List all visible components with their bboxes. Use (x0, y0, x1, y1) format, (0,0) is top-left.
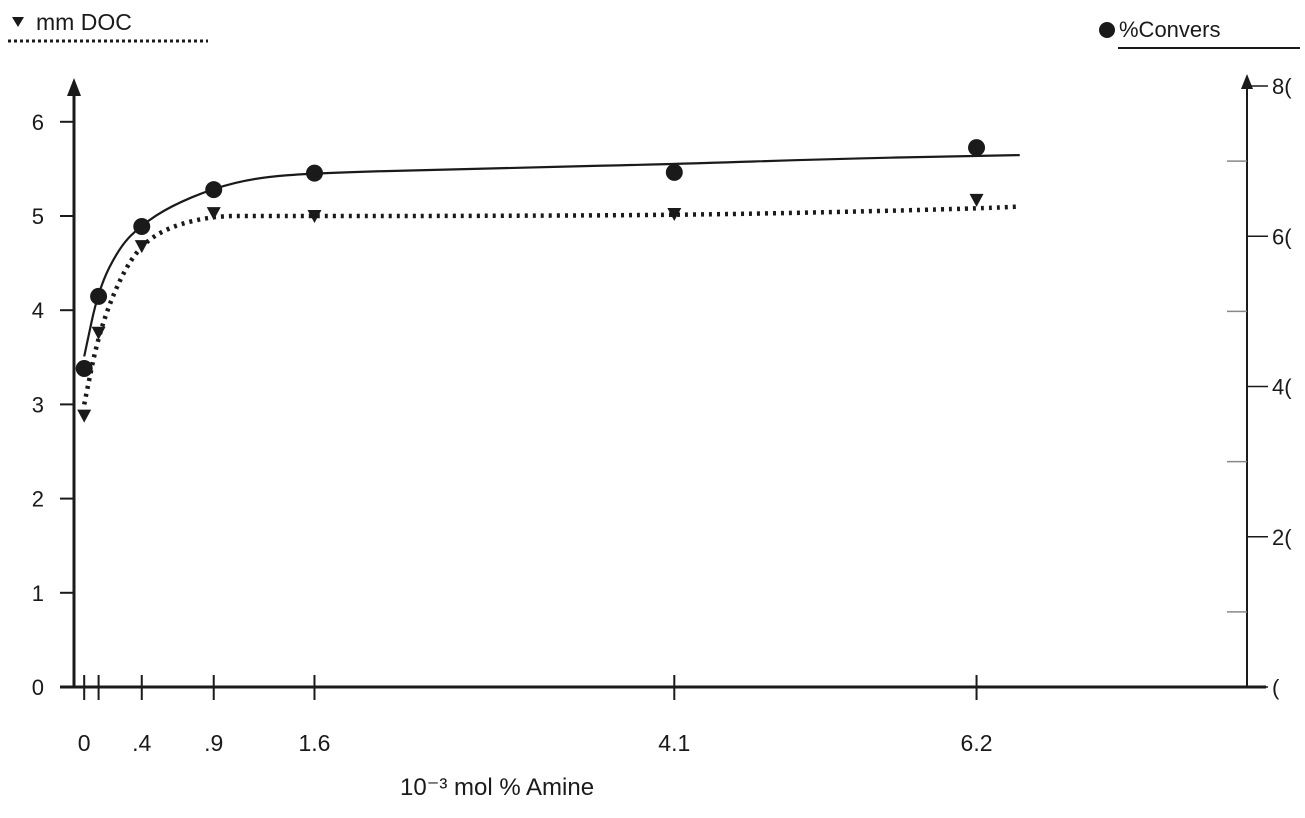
doc-point-triangle (969, 193, 984, 207)
x-axis-ticks: 0 .4 .9 1.6 4.1 6.2 (78, 675, 993, 756)
left-axis-header: mm DOC (8, 9, 208, 43)
left-axis-ticks: 0 1 2 3 4 5 6 (32, 110, 74, 700)
x-tick-label: 4.1 (658, 730, 690, 756)
conversion-markers (75, 139, 986, 377)
x-tick-label: .9 (204, 730, 223, 756)
doc-point-triangle (134, 240, 149, 254)
right-axis-header: %Convers (1099, 17, 1300, 49)
doc-fitted-curve (81, 204, 1020, 405)
x-tick-label: 6.2 (961, 730, 993, 756)
conversion-point-circle (305, 164, 323, 182)
right-tick-label: ( (1272, 675, 1280, 700)
left-tick-label: 3 (32, 392, 44, 417)
doc-point-triangle (206, 207, 221, 221)
doc-point-triangle (91, 326, 106, 340)
left-y-axis-arrow (67, 78, 81, 96)
circle-legend-icon (1099, 22, 1115, 38)
x-tick-label: 0 (78, 730, 91, 756)
conversion-point-circle (133, 217, 151, 235)
right-tick-label: 2( (1272, 525, 1292, 550)
left-tick-label: 2 (32, 487, 44, 512)
doc-point-triangle (667, 208, 682, 222)
conversion-point-circle (90, 287, 108, 305)
conversion-fitted-curve (83, 154, 1020, 357)
right-tick-label: 8( (1272, 74, 1292, 99)
conversion-point-circle (75, 359, 93, 377)
conversion-point-circle (968, 139, 986, 157)
left-axis-label: mm DOC (36, 9, 132, 35)
doc-point-triangle (77, 409, 92, 423)
doc-point-triangle (307, 209, 322, 223)
conversion-point-circle (205, 181, 223, 199)
conversion-point-circle (665, 163, 683, 181)
right-axis-label: %Convers (1119, 17, 1220, 42)
doc-markers (77, 193, 984, 423)
left-tick-label: 4 (32, 298, 44, 323)
x-tick-label: .4 (132, 730, 151, 756)
x-axis-label: 10⁻³ mol % Amine (400, 774, 594, 801)
right-tick-label: 4( (1272, 375, 1292, 400)
right-tick-label: 6( (1272, 224, 1292, 249)
left-tick-label: 1 (32, 581, 44, 606)
right-axis-ticks: (2( 4( 6( 8( (1227, 74, 1292, 700)
triangle-down-legend-icon (12, 17, 24, 27)
x-tick-label: 1.6 (298, 730, 330, 756)
left-tick-label: 5 (32, 204, 44, 229)
axes (60, 74, 1266, 689)
left-tick-label: 0 (32, 675, 44, 700)
left-tick-label: 6 (32, 110, 44, 135)
